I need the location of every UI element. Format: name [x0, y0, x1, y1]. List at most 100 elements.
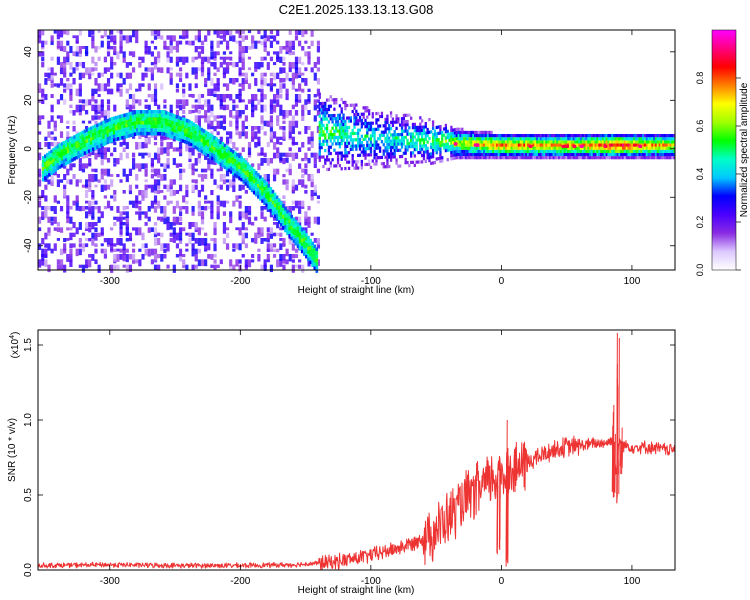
- heatmap-cell: [285, 179, 289, 185]
- heatmap-cell: [375, 152, 378, 157]
- heatmap-cell: [75, 148, 78, 153]
- heatmap-cell: [614, 156, 617, 160]
- heatmap-cell: [91, 115, 95, 121]
- heatmap-cell: [200, 216, 205, 225]
- heatmap-cell: [384, 121, 387, 125]
- heatmap-cell: [160, 163, 164, 167]
- heatmap-cell: [399, 142, 402, 146]
- heatmap-cell: [554, 146, 557, 150]
- heatmap-cell: [133, 128, 137, 133]
- heatmap-cell: [400, 142, 404, 146]
- heatmap-cell: [669, 134, 672, 138]
- heatmap-cell: [424, 150, 427, 154]
- heatmap-cell: [50, 94, 54, 99]
- heatmap-cell: [455, 130, 459, 135]
- heatmap-cell: [232, 184, 236, 193]
- heatmap-cell: [366, 115, 369, 119]
- heatmap-cell: [194, 184, 198, 190]
- heatmap-cell: [294, 184, 299, 191]
- heatmap-cell: [495, 156, 499, 160]
- heatmap-cell: [128, 232, 133, 240]
- heatmap-cell: [152, 124, 156, 129]
- heatmap-cell: [578, 156, 581, 160]
- heatmap-cell: [213, 259, 217, 264]
- heatmap-cell: [484, 156, 488, 160]
- heatmap-blob: [302, 242, 308, 249]
- heatmap-cell: [428, 130, 431, 134]
- heatmap-cell: [664, 149, 667, 153]
- heatmap-cell: [567, 152, 570, 157]
- heatmap-cell: [181, 128, 185, 132]
- heatmap-cell: [213, 72, 217, 76]
- heatmap-cell: [366, 106, 369, 110]
- heatmap-cell: [165, 129, 168, 133]
- heatmap-cell: [413, 141, 416, 145]
- heatmap-cell: [587, 143, 590, 147]
- heatmap-cell: [204, 206, 208, 211]
- heatmap-cell: [147, 136, 151, 145]
- heatmap-cell: [232, 264, 236, 270]
- heatmap-cell: [165, 125, 168, 130]
- heatmap-cell: [66, 254, 70, 262]
- heatmap-cell: [156, 113, 160, 118]
- heatmap-cell: [402, 117, 406, 121]
- heatmap-cell: [402, 135, 406, 140]
- heatmap-cell: [182, 227, 186, 232]
- heatmap-cell: [301, 158, 305, 162]
- heatmap-cell: [453, 150, 457, 154]
- heatmap-cell: [512, 134, 515, 138]
- heatmap-cell: [318, 114, 321, 118]
- heatmap-cell: [481, 156, 484, 160]
- heatmap-cell: [59, 248, 64, 256]
- heatmap-cell: [424, 125, 427, 129]
- heatmap-cell: [272, 72, 277, 81]
- heatmap-cell: [411, 144, 415, 149]
- snr-spike: [507, 479, 509, 564]
- heatmap-cell: [150, 259, 154, 265]
- heatmap-cell: [221, 160, 225, 164]
- heatmap-cell: [44, 40, 48, 45]
- heatmap-cell: [609, 146, 612, 150]
- heatmap-cell: [636, 134, 639, 138]
- heatmap-cell: [191, 147, 195, 156]
- heatmap-cell: [463, 140, 466, 144]
- heatmap-cell: [244, 163, 248, 168]
- heatmap-cell: [651, 152, 654, 157]
- heatmap-cell: [589, 152, 592, 157]
- heatmap-cell: [66, 211, 70, 219]
- heatmap-cell: [197, 94, 201, 100]
- heatmap-cell: [349, 103, 353, 107]
- heatmap-cell: [276, 147, 280, 154]
- heatmap-cell: [382, 152, 385, 156]
- heatmap-cell: [185, 190, 189, 198]
- heatmap-cell: [97, 30, 101, 33]
- heatmap-cell: [175, 99, 180, 105]
- heatmap-cell: [461, 146, 464, 150]
- heatmap-cell: [135, 163, 139, 169]
- heatmap-cell: [468, 130, 471, 135]
- heatmap-cell: [592, 146, 596, 150]
- heatmap-cell: [75, 104, 79, 113]
- heatmap-cell: [366, 140, 369, 144]
- heatmap-cell: [565, 152, 568, 157]
- heatmap-cell: [272, 243, 277, 248]
- heatmap-cell: [357, 141, 360, 145]
- heatmap-cell: [653, 146, 656, 150]
- heatmap-cell: [347, 151, 351, 155]
- heatmap-cell: [616, 152, 619, 157]
- heatmap-cell: [393, 155, 396, 159]
- heatmap-cell: [305, 232, 308, 237]
- heatmap-cell: [160, 136, 164, 142]
- heatmap-cell: [157, 104, 161, 110]
- heatmap-cell: [506, 140, 510, 144]
- heatmap-cell: [150, 40, 154, 44]
- heatmap-cell: [41, 174, 45, 178]
- heatmap-cell: [267, 202, 271, 206]
- heatmap-cell: [63, 30, 67, 35]
- heatmap-cell: [191, 238, 195, 241]
- heatmap-cell: [244, 259, 248, 268]
- heatmap-cell: [100, 104, 104, 111]
- heatmap-cell: [216, 184, 220, 189]
- heatmap-cell: [340, 167, 343, 171]
- heatmap-cell: [477, 152, 480, 157]
